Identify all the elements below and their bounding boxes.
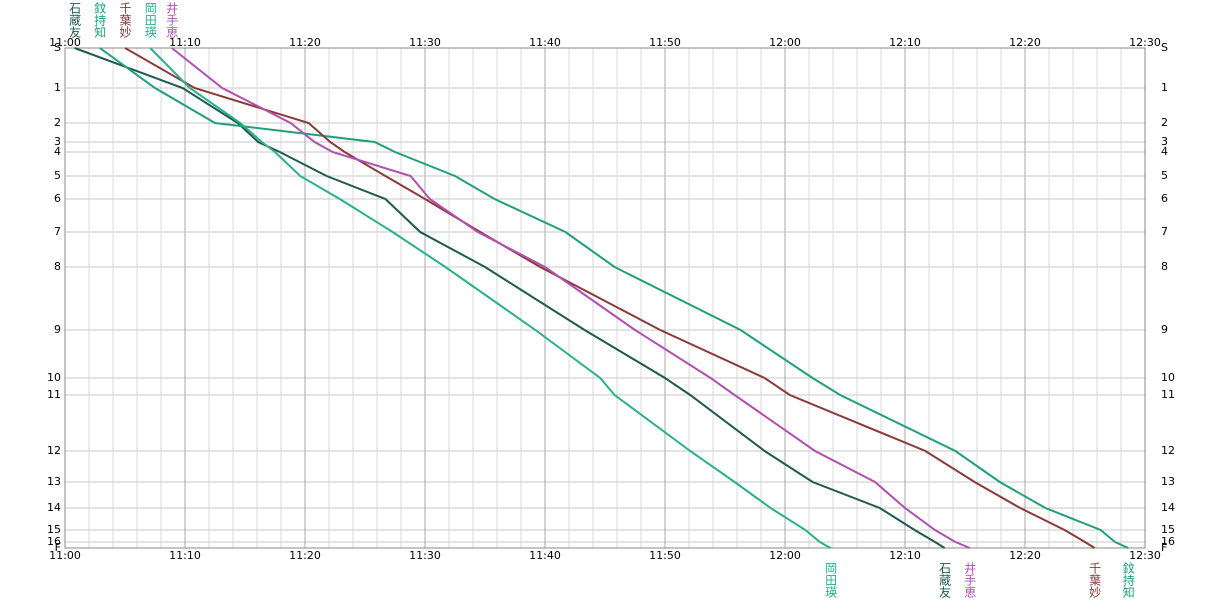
- y-tick-label: 7: [1161, 225, 1168, 238]
- y-tick-label: S: [54, 41, 61, 54]
- y-tick-label: 9: [1161, 323, 1168, 336]
- y-tick-label: 8: [1161, 260, 1168, 273]
- y-tick-label: 11: [1161, 388, 1175, 401]
- y-tick-label: 16: [47, 535, 61, 548]
- x-tick-label: 12:20: [1009, 549, 1041, 562]
- y-tick-label: 15: [47, 523, 61, 536]
- y-tick-label: 1: [54, 81, 61, 94]
- y-tick-label: 4: [54, 145, 61, 158]
- y-tick-label: 6: [54, 192, 61, 205]
- runner-name: 鈫持知: [93, 1, 107, 39]
- x-tick-label: 11:40: [529, 549, 561, 562]
- runner-name: 岡田瑛: [143, 2, 157, 38]
- y-tick-label: 4: [1161, 145, 1168, 158]
- y-tick-label: 3: [1161, 135, 1168, 148]
- y-tick-label: 5: [1161, 169, 1168, 182]
- x-tick-label: 12:30: [1129, 36, 1161, 49]
- runner-name: 石蔵友: [938, 562, 952, 598]
- y-tick-label: 13: [1161, 475, 1175, 488]
- y-tick-label: 1: [1161, 81, 1168, 94]
- y-tick-label: S: [1161, 41, 1168, 54]
- runner-line: [171, 47, 971, 549]
- x-tick-label: 11:00: [49, 36, 81, 49]
- y-tick-label: 10: [47, 371, 61, 384]
- x-tick-label: 12:00: [769, 36, 801, 49]
- y-tick-label: 5: [54, 169, 61, 182]
- x-tick-label: 11:10: [169, 549, 201, 562]
- y-tick-label: 7: [54, 225, 61, 238]
- y-tick-label: F: [55, 541, 61, 554]
- runner-name: 岡田瑛: [824, 562, 838, 598]
- x-tick-label: 11:50: [649, 36, 681, 49]
- x-tick-label: 11:20: [289, 36, 321, 49]
- x-tick-label: 12:10: [889, 549, 921, 562]
- x-tick-label: 11:20: [289, 549, 321, 562]
- runner-name: 井手恵: [165, 2, 179, 38]
- x-tick-label: 12:00: [769, 549, 801, 562]
- x-tick-label: 11:50: [649, 549, 681, 562]
- runner-name: 千葉妙: [118, 2, 132, 38]
- runner-line: [74, 47, 946, 549]
- y-tick-label: 16: [1161, 535, 1175, 548]
- y-tick-label: 12: [47, 444, 61, 457]
- y-tick-label: 10: [1161, 371, 1175, 384]
- x-tick-label: 11:10: [169, 36, 201, 49]
- runner-name: 石蔵友: [68, 2, 82, 38]
- y-tick-label: 14: [47, 501, 61, 514]
- y-tick-label: 9: [54, 323, 61, 336]
- y-tick-label: 11: [47, 388, 61, 401]
- y-tick-label: 14: [1161, 501, 1175, 514]
- x-tick-label: 11:40: [529, 36, 561, 49]
- y-tick-label: F: [1161, 541, 1167, 554]
- plot-frame: [64, 47, 1146, 549]
- runner-line: [99, 47, 1129, 549]
- runner-name: 千葉妙: [1088, 562, 1102, 598]
- y-tick-label: 13: [47, 475, 61, 488]
- x-tick-label: 11:00: [49, 549, 81, 562]
- y-tick-label: 2: [54, 116, 61, 129]
- x-tick-label: 11:30: [409, 549, 441, 562]
- y-tick-label: 15: [1161, 523, 1175, 536]
- x-tick-label: 11:30: [409, 36, 441, 49]
- x-tick-label: 12:30: [1129, 549, 1161, 562]
- x-tick-label: 12:10: [889, 36, 921, 49]
- runner-name: 井手恵: [963, 562, 977, 598]
- x-tick-label: 12:20: [1009, 36, 1041, 49]
- y-tick-label: 6: [1161, 192, 1168, 205]
- runner-name: 鈫持知: [1121, 561, 1135, 599]
- runner-line: [149, 47, 832, 549]
- y-tick-label: 8: [54, 260, 61, 273]
- y-tick-label: 3: [54, 135, 61, 148]
- runner-line: [124, 47, 1096, 549]
- y-tick-label: 12: [1161, 444, 1175, 457]
- y-tick-label: 2: [1161, 116, 1168, 129]
